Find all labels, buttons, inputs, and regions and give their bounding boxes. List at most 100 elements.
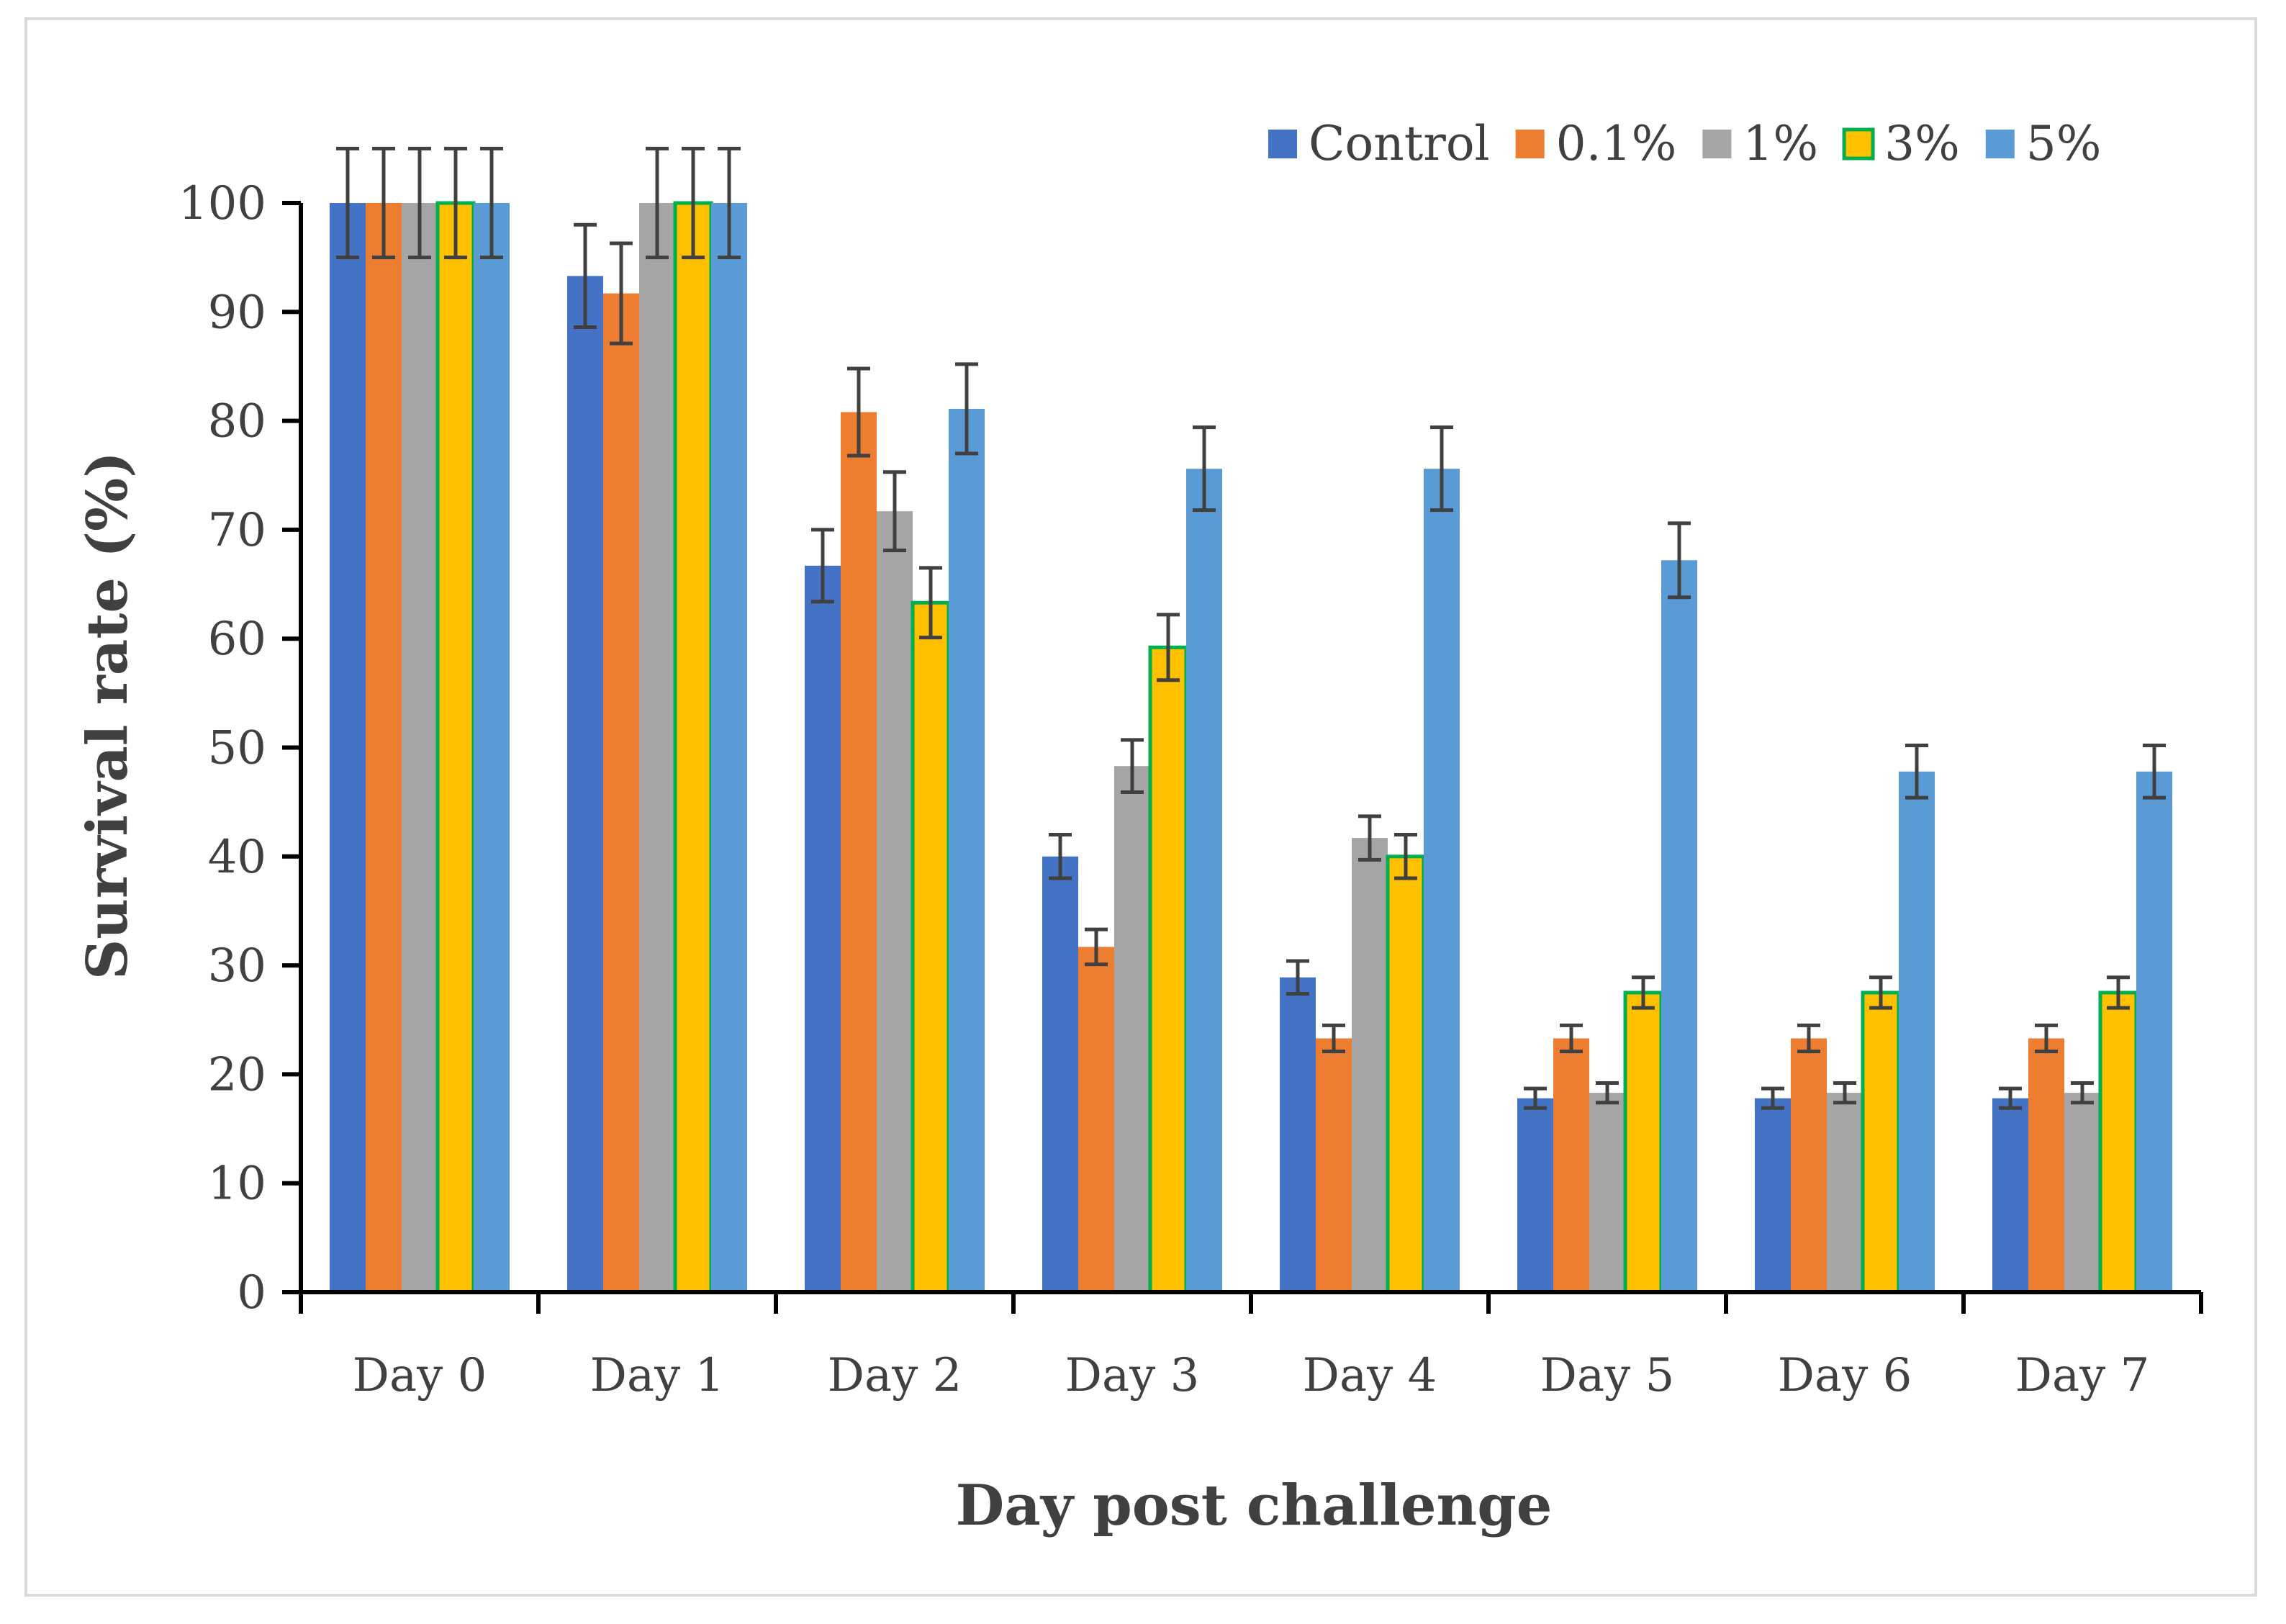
error-bar: [1286, 959, 1309, 996]
bar-5pct-day-4: [1424, 469, 1460, 1292]
legend-item: 1%: [1702, 116, 1818, 171]
error-bar: [2143, 743, 2166, 800]
bar-control-day-1: [567, 276, 603, 1293]
bar-5pct-day-0: [474, 203, 510, 1292]
bar-1pct-day-4: [1352, 838, 1388, 1292]
x-axis-title: Day post challenge: [956, 1473, 1553, 1538]
bar-1pct-day-2: [877, 511, 913, 1293]
bar-0-1pct-day-5: [1553, 1038, 1589, 1292]
error-bar: [610, 241, 633, 346]
error-bar: [1833, 1081, 1856, 1105]
error-bar: [955, 362, 978, 456]
bar-0-1pct-day-6: [1791, 1038, 1827, 1292]
x-tick-label: Day 4: [1303, 1349, 1437, 1402]
error-bar: [1193, 425, 1216, 513]
x-tick-labels: Day 0 Day 1 Day 2 Day 3 Day 4 Day 5 Day 6 Day 7: [353, 1349, 2150, 1402]
error-bar: [883, 470, 906, 553]
y-tick-label: 90: [208, 286, 266, 339]
error-bar: [1905, 743, 1928, 800]
error-bar: [919, 566, 942, 640]
axes-layer: [282, 201, 2203, 1314]
bar-control-day-7: [1992, 1098, 2028, 1292]
bar-0-1pct-day-3: [1078, 947, 1114, 1292]
x-tick-label: Day 7: [2015, 1349, 2150, 1402]
legend-swatch: [1985, 130, 2015, 158]
x-tick-label: Day 2: [828, 1349, 962, 1402]
error-bar: [1560, 1023, 1583, 1054]
y-tick-label: 10: [208, 1158, 266, 1211]
legend-swatch: [1515, 130, 1545, 158]
bar-3pct-day-0: [435, 201, 476, 1294]
bar-control-day-4: [1280, 977, 1316, 1292]
y-tick-label: 0: [237, 1266, 266, 1320]
error-bar: [1524, 1086, 1547, 1110]
error-bar: [1668, 521, 1691, 600]
error-bar: [1085, 927, 1108, 967]
bar-5pct-day-2: [949, 408, 985, 1292]
error-bar: [1869, 975, 1892, 1010]
error-bar: [480, 146, 503, 260]
bar-5pct-day-6: [1899, 771, 1935, 1292]
x-tick-label: Day 5: [1540, 1349, 1675, 1402]
error-bar: [1430, 425, 1453, 513]
x-tick-label: Day 3: [1065, 1349, 1200, 1402]
legend-item: 3%: [1842, 116, 1960, 171]
error-bar: [574, 222, 597, 329]
error-bar: [682, 146, 705, 260]
x-tick-label: Day 1: [590, 1349, 725, 1402]
error-bar: [1999, 1086, 2022, 1110]
legend: Control 0.1% 1% 3% 5%: [1268, 116, 2102, 171]
error-bar: [408, 146, 431, 260]
legend-label: Control: [1309, 116, 1490, 171]
error-bar: [1049, 833, 1072, 880]
bar-1pct-day-5: [1589, 1093, 1625, 1292]
y-tick-label: 80: [208, 395, 266, 448]
bar-1pct-day-7: [2064, 1093, 2100, 1292]
legend-swatch: [1702, 130, 1732, 158]
error-bar: [1157, 613, 1180, 682]
error-bar: [646, 146, 669, 260]
bar-5pct-day-7: [2136, 771, 2172, 1292]
bar-control-day-3: [1042, 856, 1078, 1292]
y-tick-labels: 0 10 20 30 40 50 60 70 80 90 100: [179, 177, 266, 1320]
legend-label: 5%: [2026, 116, 2102, 171]
error-bar: [718, 146, 741, 260]
error-bar: [1797, 1023, 1820, 1054]
bar-0-1pct-day-4: [1316, 1038, 1352, 1292]
bar-control-day-5: [1517, 1098, 1553, 1292]
error-bar: [1632, 975, 1655, 1010]
error-bar: [444, 146, 467, 260]
error-bar: [372, 146, 395, 260]
legend-item: 5%: [1985, 116, 2102, 171]
error-bar: [1121, 738, 1144, 795]
bar-0-1pct-day-1: [603, 293, 639, 1293]
error-bar: [811, 528, 834, 604]
error-bar: [2035, 1023, 2058, 1054]
y-tick-label: 100: [179, 177, 266, 230]
bar-3pct-day-4: [1386, 854, 1426, 1294]
bar-control-day-2: [805, 565, 841, 1292]
y-tick-label: 30: [208, 939, 266, 993]
error-bar: [2071, 1081, 2094, 1105]
bar-3pct-day-7: [2098, 991, 2138, 1294]
bar-1pct-day-0: [402, 203, 438, 1292]
error-bar: [1394, 833, 1417, 880]
bar-5pct-day-3: [1186, 469, 1222, 1292]
y-tick-label: 20: [208, 1048, 266, 1101]
legend-label: 0.1%: [1556, 116, 1677, 171]
bar-0-1pct-day-7: [2028, 1038, 2064, 1292]
error-bar: [1322, 1023, 1345, 1054]
error-bar: [1761, 1086, 1784, 1110]
y-tick-label: 40: [208, 831, 266, 884]
x-tick-label: Day 6: [1778, 1349, 1912, 1402]
legend-swatch: [1268, 130, 1297, 158]
error-bar: [847, 366, 870, 458]
bar-3pct-day-5: [1623, 991, 1663, 1294]
legend-label: 1%: [1743, 116, 1818, 171]
legend-item: Control: [1268, 116, 1490, 171]
bar-5pct-day-1: [711, 203, 747, 1292]
bar-1pct-day-1: [639, 203, 675, 1292]
error-bar: [1358, 814, 1381, 862]
bar-0-1pct-day-0: [366, 203, 402, 1292]
